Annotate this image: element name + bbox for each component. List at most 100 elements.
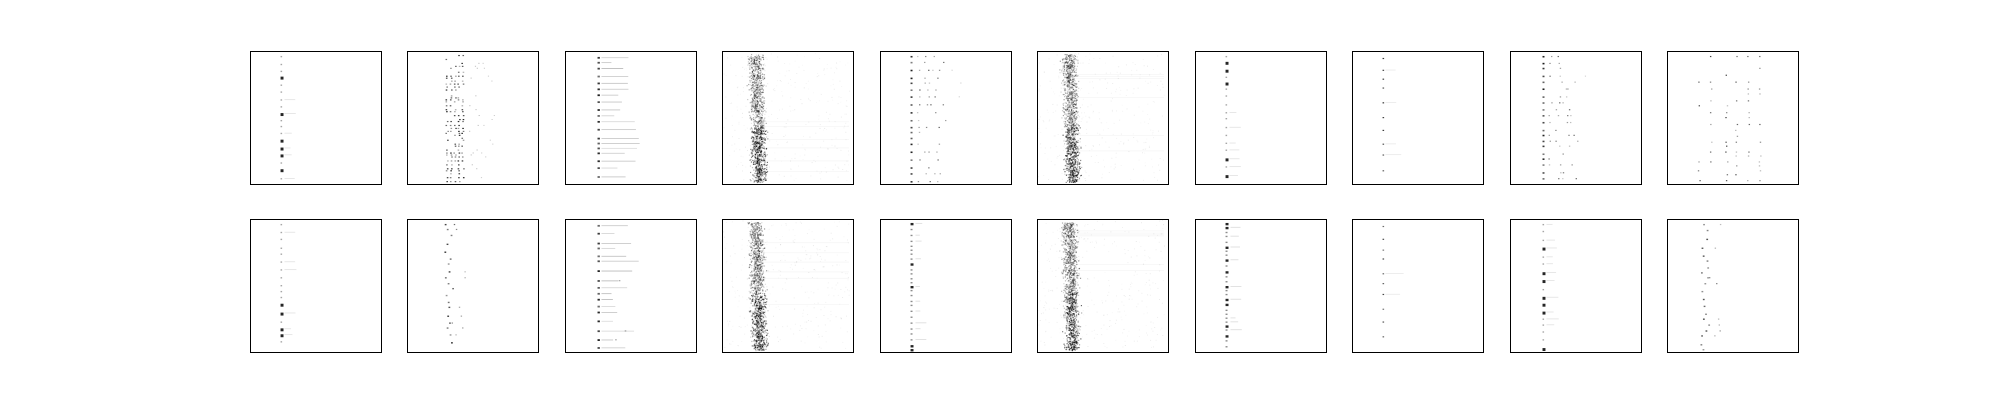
spectrogram-mark [756,125,759,127]
spectrogram-mark [1068,105,1070,107]
spectrogram-mark [1065,113,1067,115]
spectrogram-mark [760,80,762,82]
spectrogram-mark [723,127,725,129]
spectrogram-mark [1069,59,1071,61]
spectrogram-mark [761,104,764,106]
spectrogram-mark [764,126,766,128]
spectrogram-mark [1225,69,1229,73]
spectrogram-mark [1067,86,1069,88]
spectrogram-mark [760,329,762,331]
spectrogram-mark [751,67,753,69]
spectrogram-mark [1736,135,1739,137]
spectrogram-mark [1071,181,1073,183]
spectrogram-mark [757,249,759,251]
spectrogram-mark [458,152,461,154]
spectrogram-mark [1555,109,1558,111]
spectrogram-mark [753,228,755,230]
spectrogram-mark [1062,114,1064,117]
spectrogram-mark [755,56,757,58]
spectrogram-mark [741,75,743,77]
spectrogram-mark [1072,138,1074,140]
spectrogram-mark [736,166,737,168]
spectrogram-mark [760,170,762,173]
spectrogram-mark [1066,136,1068,138]
spectrogram-mark [755,240,757,242]
spectrogram-mark [742,112,743,114]
spectrogram-mark [754,132,756,134]
spectrogram-mark [756,59,758,61]
spectrogram-mark [752,247,755,249]
spectrogram-mark [758,258,761,260]
spectrogram-mark [756,335,758,337]
spectrogram-mark [752,313,754,315]
spectrogram-mark [1071,68,1073,70]
spectrogram-mark [1076,127,1078,130]
spectrogram-mark [777,118,779,119]
spectrogram-mark [1066,78,1068,80]
spectrogram-mark [752,131,755,133]
spectrogram-mark [755,105,757,107]
spectrogram-mark [1062,61,1064,63]
spectrogram-mark [1064,62,1066,64]
spectrogram-mark [1071,171,1073,173]
spectrogram-mark [755,247,757,250]
spectrogram-mark [758,275,760,277]
spectrogram-mark [757,91,759,93]
spectrogram-mark [1071,100,1073,102]
spectrogram-mark [758,93,761,95]
spectrogram-mark [760,284,762,286]
spectrogram-mark [1065,140,1067,143]
spectrogram-mark [766,344,769,346]
spectrogram-mark [1064,63,1066,65]
spectrogram-mark [1542,153,1545,156]
spectrogram-mark [1061,71,1063,73]
spectrogram-mark [762,67,764,69]
spectrogram-mark [766,298,768,300]
spectrogram-mark [1069,92,1071,94]
spectrogram-mark [280,91,283,93]
spectrogram-mark [756,92,758,94]
spectrogram-mark [1103,129,1105,131]
spectrogram-mark [755,224,757,226]
spectrogram-mark [757,149,759,151]
spectrogram-mark [754,67,756,69]
spectrogram-mark [760,67,762,70]
spectrogram-mark [759,272,761,275]
spectrogram-mark [760,308,762,310]
spectrogram-mark [1071,118,1073,120]
spectrogram-mark [758,171,760,174]
spectrogram-mark [757,109,759,112]
spectrogram-mark [758,293,760,295]
spectrogram-mark [1094,73,1096,75]
spectrogram-mark [766,164,768,166]
spectrogram-mark [1069,74,1072,76]
spectrogram-mark [758,112,760,115]
spectrogram-mark [1071,122,1073,125]
spectrogram-mark [1069,166,1071,169]
spectrogram-mark [1068,73,1070,75]
spectrogram-mark [1069,83,1071,85]
spectrogram-mark [1068,111,1070,113]
spectrogram-mark [752,132,755,134]
spectrogram-mark [757,125,759,127]
spectrogram-mark [761,124,763,126]
spectrogram-mark [763,100,765,102]
spectrogram-mark [794,109,796,111]
spectrogram-mark [756,157,759,160]
spectrogram-mark [1064,112,1066,114]
spectrogram-mark [1078,116,1081,118]
spectrogram-mark [761,68,764,70]
spectrogram-mark [755,157,757,159]
spectrogram-mark [1062,72,1064,74]
spectrogram-mark [1081,104,1083,106]
spectrogram-mark [1064,53,1066,56]
spectrogram-mark [758,57,760,59]
spectrogram-mark [760,85,762,87]
spectrogram-mark [755,291,757,293]
spectrogram-mark [1067,147,1069,150]
spectrogram-mark [1044,147,1046,149]
spectrogram-mark [1759,55,1761,58]
spectrogram-mark [754,91,756,93]
spectrogram-mark [762,57,765,59]
spectrogram-panel-r1c9 [1510,51,1642,185]
